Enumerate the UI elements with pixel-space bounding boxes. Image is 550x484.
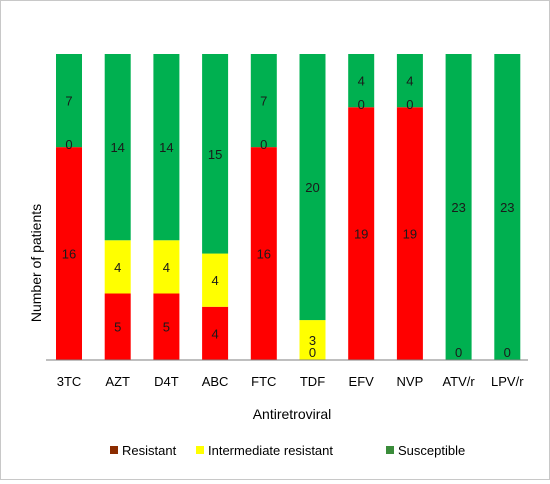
x-tick-label: D4T	[154, 374, 179, 389]
segment-label: 7	[65, 94, 72, 109]
segment-label: 3	[309, 333, 316, 348]
segment-label: 0	[406, 97, 413, 112]
bar-susceptible-tdf	[299, 54, 326, 321]
segment-label: 5	[114, 320, 121, 335]
legend-swatch-susceptible	[386, 446, 394, 454]
bar-resistant-efv	[348, 107, 375, 360]
segment-label: 20	[305, 180, 319, 195]
segment-label: 19	[354, 227, 368, 242]
x-tick-label: 3TC	[57, 374, 82, 389]
bar-susceptible-nvp	[396, 54, 423, 108]
bar-susceptible-d4t	[153, 54, 180, 241]
segment-label: 19	[403, 227, 417, 242]
segment-label: 14	[159, 140, 173, 155]
x-tick-label: EFV	[349, 374, 375, 389]
legend-swatch-resistant	[110, 446, 118, 454]
bar-resistant-d4t	[153, 293, 180, 360]
segment-label: 0	[358, 97, 365, 112]
bar-intermediate-resistant-azt	[104, 240, 131, 294]
segment-label: 0	[455, 345, 462, 360]
segment-label: 4	[358, 74, 365, 89]
bar-resistant-ftc	[250, 147, 277, 360]
bars-group	[56, 54, 521, 360]
bar-susceptible-ftc	[250, 54, 277, 148]
x-tick-label: LPV/r	[491, 374, 524, 389]
segment-label: 0	[260, 137, 267, 152]
y-axis-title: Number of patients	[28, 204, 44, 322]
x-tick-label: AZT	[105, 374, 130, 389]
segment-label: 0	[65, 137, 72, 152]
bar-susceptible-lpv-r	[494, 54, 521, 360]
segment-label: 4	[163, 260, 170, 275]
bar-susceptible-efv	[348, 54, 375, 108]
x-tick-label: ATV/r	[442, 374, 475, 389]
legend-swatch-intermediate-resistant	[196, 446, 204, 454]
segment-label: 4	[406, 74, 413, 89]
bar-intermediate-resistant-abc	[202, 253, 229, 307]
segment-label: 16	[257, 247, 271, 262]
bar-intermediate-resistant-d4t	[153, 240, 180, 294]
x-tick-label: FTC	[251, 374, 276, 389]
legend-label: Susceptible	[398, 443, 465, 458]
bar-susceptible-3tc	[56, 54, 82, 148]
bar-resistant-3tc	[56, 147, 82, 360]
segment-label: 4	[211, 326, 218, 341]
legend: Resistant Intermediate resistant Susceptib…	[110, 443, 465, 458]
bar-susceptible-abc	[202, 54, 229, 254]
segment-label: 7	[260, 94, 267, 109]
segment-label: 23	[500, 200, 514, 215]
segment-label: 0	[504, 345, 511, 360]
segment-label: 4	[114, 260, 121, 275]
bar-resistant-abc	[202, 306, 229, 360]
segment-label: 0	[309, 345, 316, 360]
segment-label: 16	[62, 247, 76, 262]
x-tick-label: TDF	[300, 374, 325, 389]
x-tick-labels-group: 3TC AZT D4T ABC FTC TDF EFV NVP ATV/r LPV/r	[57, 374, 525, 389]
x-tick-label: NVP	[397, 374, 424, 389]
bar-resistant-nvp	[396, 107, 423, 360]
x-axis-title: Antiretroviral	[253, 406, 332, 422]
bar-susceptible-atv-r	[445, 54, 472, 360]
legend-label: Intermediate resistant	[208, 443, 333, 458]
segment-label: 5	[163, 320, 170, 335]
segment-label: 4	[211, 273, 218, 288]
legend-label: Resistant	[122, 443, 177, 458]
segment-label: 14	[110, 140, 124, 155]
x-tick-label: ABC	[202, 374, 229, 389]
bar-intermediate-resistant-tdf	[299, 320, 326, 360]
bar-resistant-azt	[104, 293, 131, 360]
segment-label: 23	[451, 200, 465, 215]
segment-label: 15	[208, 147, 222, 162]
bar-susceptible-azt	[104, 54, 131, 241]
